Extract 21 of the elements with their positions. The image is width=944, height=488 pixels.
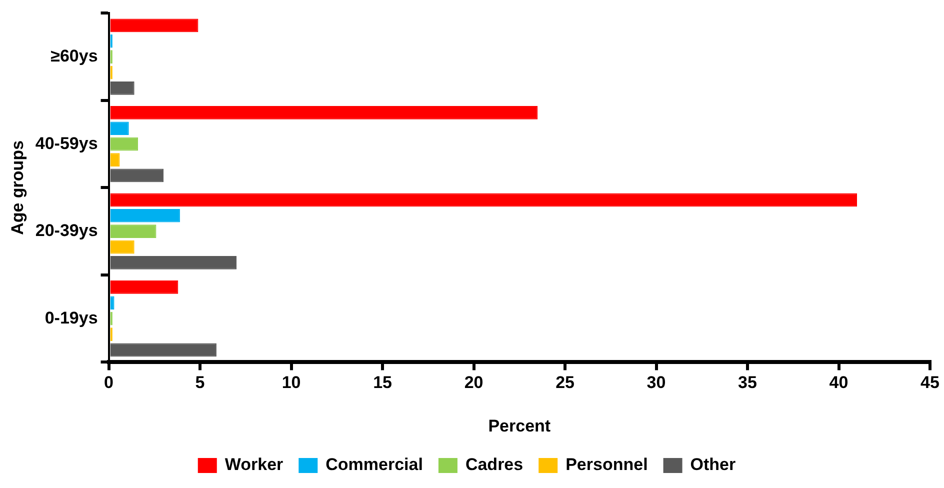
legend-label: Commercial (326, 455, 423, 474)
x-tick-label: 30 (646, 373, 666, 392)
y-tick-label: ≥60ys (50, 46, 98, 66)
legend-label: Cadres (465, 455, 524, 474)
x-tick-label: 15 (373, 373, 392, 392)
x-axis-title: Percent (488, 416, 551, 436)
x-tick-label: 20 (464, 373, 484, 392)
legend-label: Other (690, 455, 736, 474)
x-tick-label: 35 (738, 373, 757, 392)
x-tick-label: 40 (829, 373, 848, 392)
y-tick-label: 0-19ys (44, 308, 98, 328)
x-tick-label: 45 (920, 373, 940, 392)
x-tick-label: 10 (282, 373, 301, 392)
y-tick-label: 20-39ys (35, 221, 98, 240)
x-tick-label: 0 (104, 373, 114, 392)
y-tick-label: 40-59ys (35, 134, 98, 153)
legend-label: Worker (224, 455, 284, 474)
y-axis-title: Age groups (8, 140, 27, 235)
x-tick-label: 5 (195, 373, 205, 392)
x-tick-label: 25 (556, 373, 574, 392)
legend-label: Personnel (566, 455, 648, 474)
